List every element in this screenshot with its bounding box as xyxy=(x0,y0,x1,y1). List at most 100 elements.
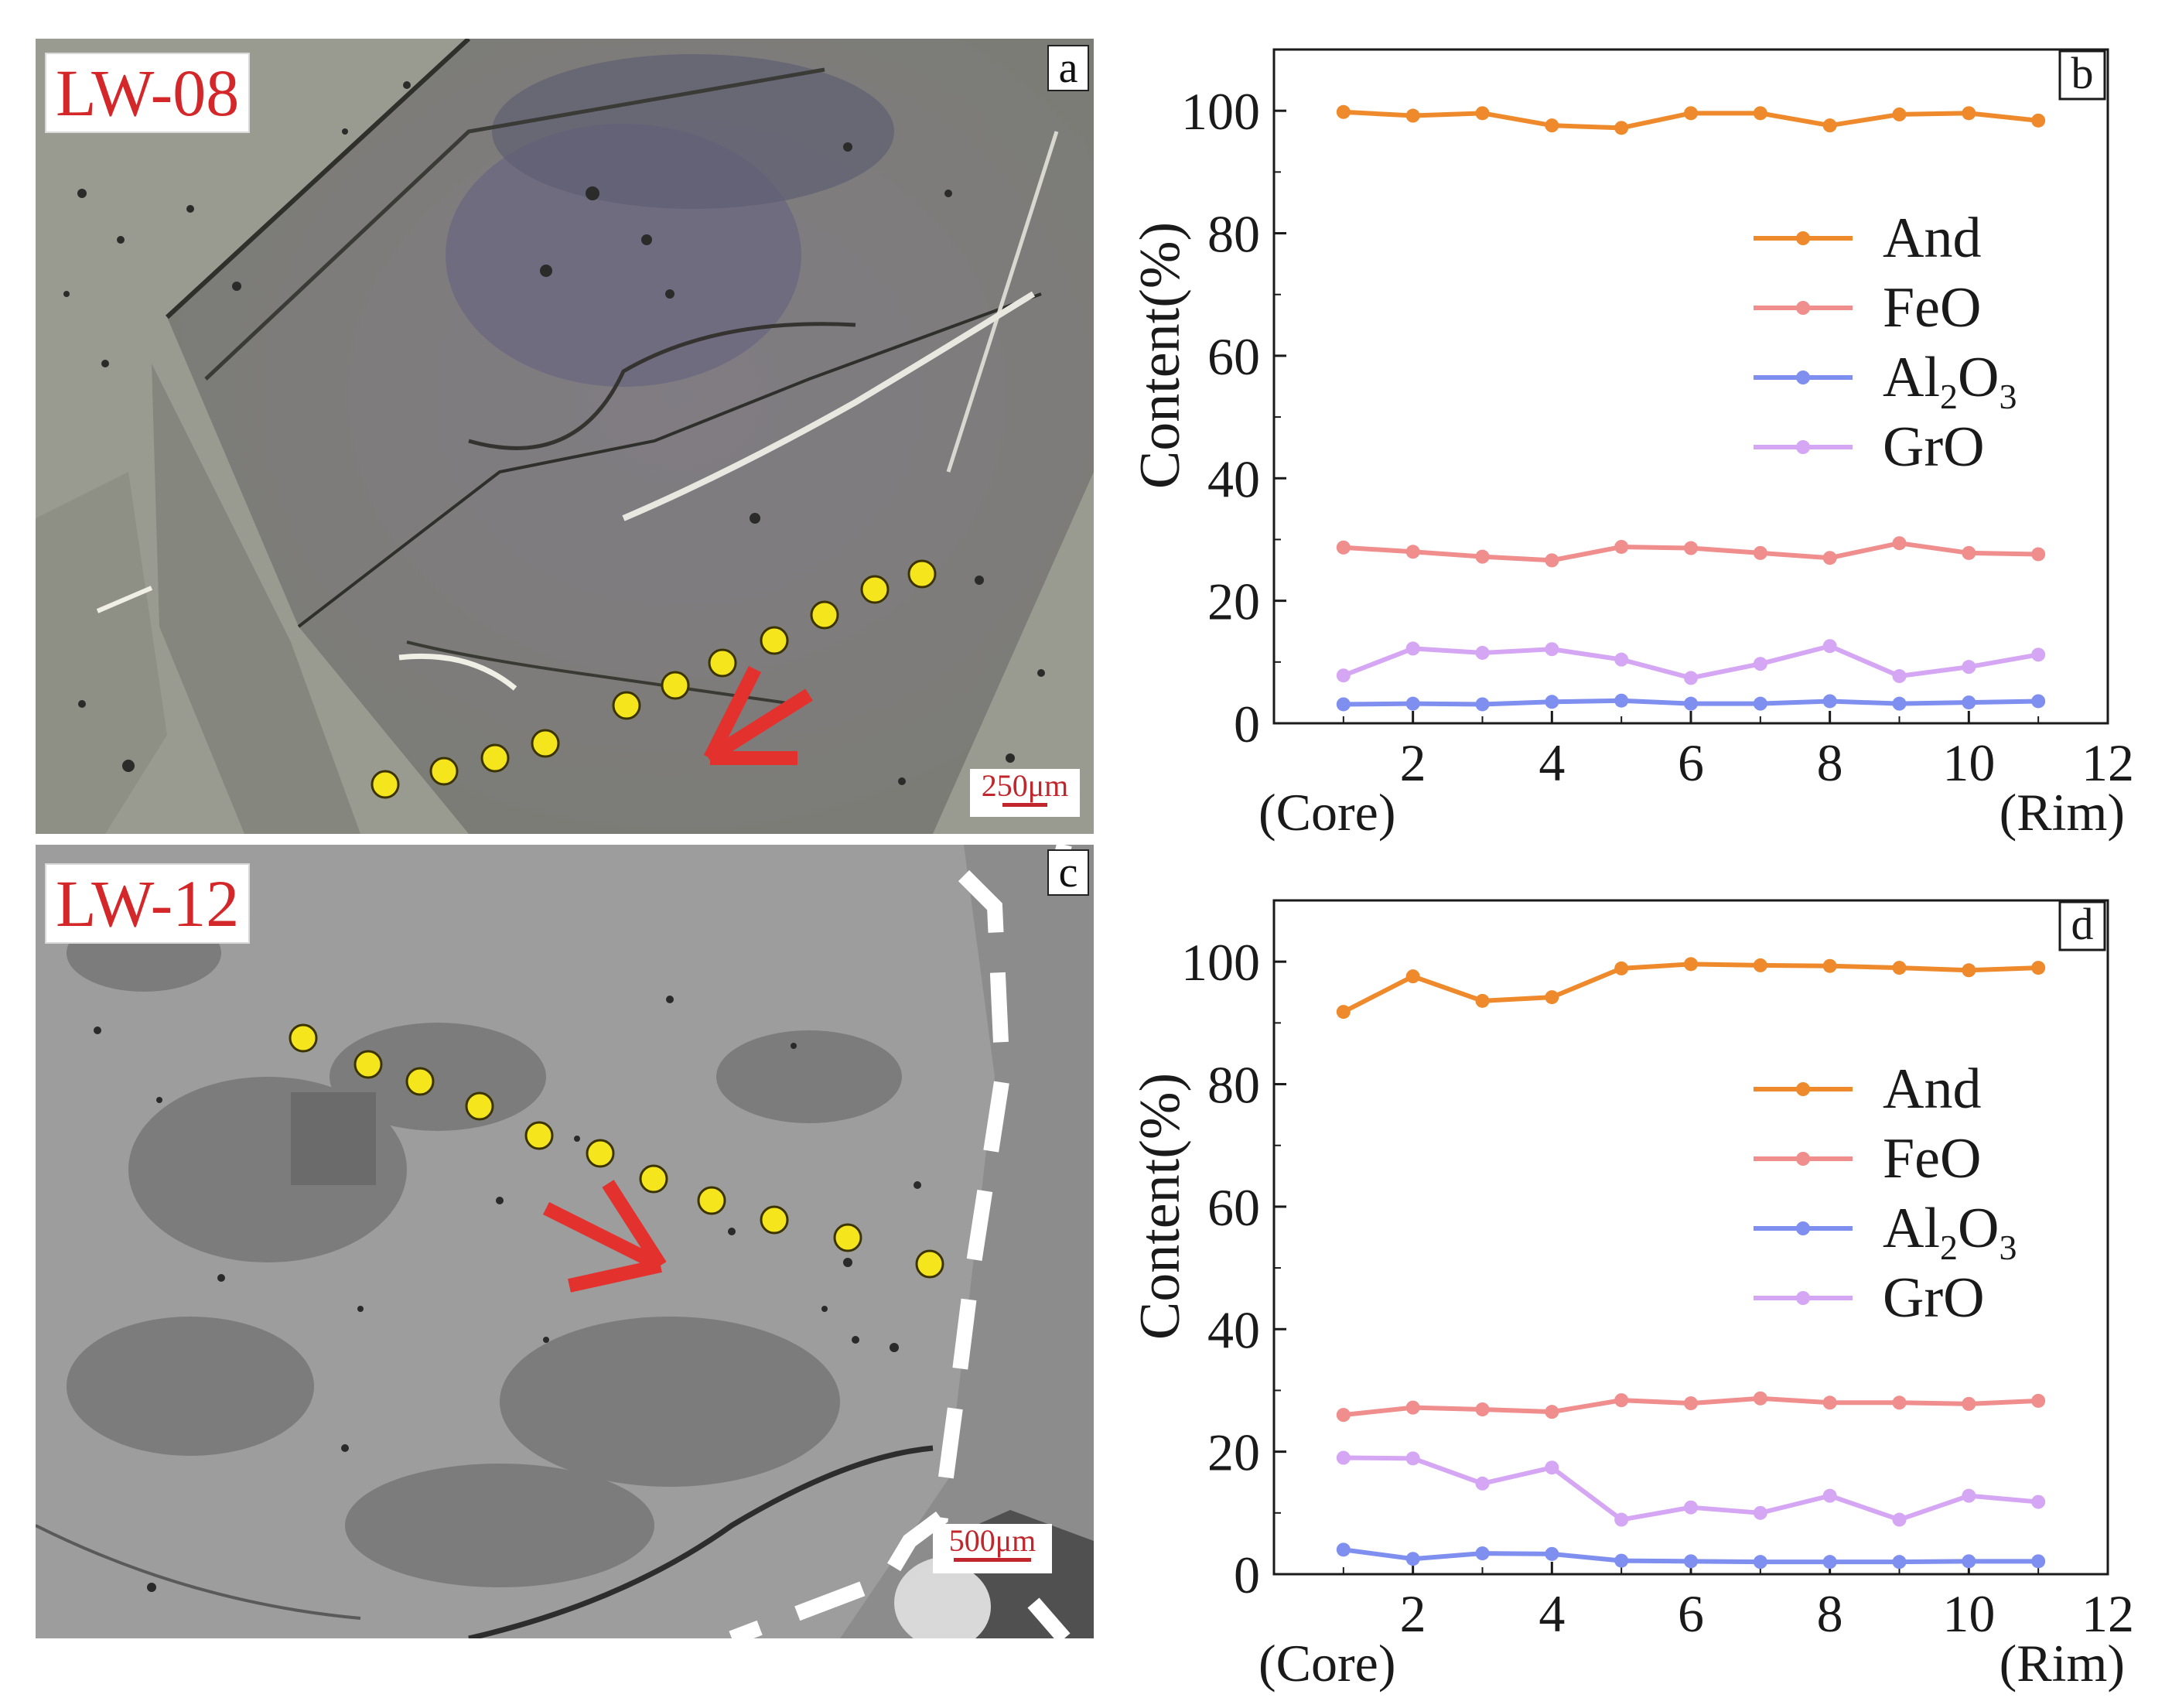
data-point-FeO xyxy=(1684,1396,1698,1411)
data-point-GrO xyxy=(1962,1488,1976,1503)
data-point-GrO xyxy=(1475,645,1490,660)
data-point-Al2O3 xyxy=(2031,694,2046,709)
data-point-GrO xyxy=(1545,1460,1559,1475)
x-tick-label: 4 xyxy=(1538,733,1565,792)
panel-letter-c: c xyxy=(1047,849,1089,896)
x-core-label: (Core) xyxy=(1258,1634,1395,1693)
x-core-label: (Core) xyxy=(1258,783,1395,842)
data-point-FeO xyxy=(1475,1402,1490,1417)
data-point-FeO xyxy=(1475,549,1490,564)
data-point-GrO xyxy=(1892,1512,1907,1527)
data-point-GrO xyxy=(1475,1476,1490,1491)
y-tick-label: 100 xyxy=(1181,933,1260,992)
scale-bar-250: 250μm xyxy=(970,769,1080,817)
y-tick-label: 60 xyxy=(1207,1178,1260,1237)
chart-d-svg: 0 20 40 60 80 100 2 4 6 8 10 12 (Core) (Rim) Content(%… xyxy=(1129,899,2134,1693)
data-point-And xyxy=(1405,969,1420,984)
y-tick-label: 20 xyxy=(1207,1423,1260,1482)
data-point-And xyxy=(1892,107,1907,121)
data-point-Al2O3 xyxy=(1614,1553,1629,1568)
scale-bar-line xyxy=(954,1558,1031,1562)
data-point-And xyxy=(1336,104,1351,119)
data-point-GrO xyxy=(1962,660,1976,675)
legend-label-Al2O3: Al2O3 xyxy=(1883,1197,2017,1267)
data-point-FeO xyxy=(1753,1391,1767,1406)
data-point-And xyxy=(1614,121,1629,135)
data-point-FeO xyxy=(1822,1395,1837,1410)
data-point-Al2O3 xyxy=(1684,696,1698,711)
data-point-FeO xyxy=(1336,540,1351,555)
data-point-And xyxy=(1962,106,1976,121)
data-point-Al2O3 xyxy=(1962,1554,1976,1569)
y-axis-label: Content(%) xyxy=(1129,1073,1192,1340)
y-tick-label: 60 xyxy=(1207,327,1260,386)
data-point-FeO xyxy=(2031,1393,2046,1408)
y-tick-label: 40 xyxy=(1207,1300,1260,1359)
data-point-FeO xyxy=(1545,553,1559,568)
series-line-And xyxy=(1342,962,2039,1014)
chart-panel-d: 0 20 40 60 80 100 2 4 6 8 10 12 (Core) (Rim) Content(%… xyxy=(1114,882,2172,1702)
chart-panel-letter: d xyxy=(2071,899,2094,949)
data-point-GrO xyxy=(1684,671,1698,685)
x-tick-label: 6 xyxy=(1678,733,1704,792)
data-point-And xyxy=(1545,118,1559,133)
scale-bar-label: 500μm xyxy=(948,1523,1036,1558)
y-tick-label: 80 xyxy=(1207,205,1260,264)
data-point-And xyxy=(1892,961,1907,975)
legend-marker-And xyxy=(1796,1082,1810,1096)
data-point-Al2O3 xyxy=(1684,1554,1698,1569)
y-tick-label: 100 xyxy=(1181,82,1260,141)
data-point-Al2O3 xyxy=(1962,695,1976,710)
data-point-GrO xyxy=(1614,652,1629,667)
data-point-And xyxy=(1614,961,1629,975)
data-point-GrO xyxy=(2031,647,2046,662)
legend-marker-GrO xyxy=(1796,440,1810,454)
legend-marker-And xyxy=(1796,231,1810,245)
data-point-FeO xyxy=(1892,1395,1907,1410)
chart-b-svg: 0 20 40 60 80 100 2 4 6 8 10 12 (Core) (Rim) Content(%… xyxy=(1129,48,2134,842)
legend-marker-Al2O3 xyxy=(1796,371,1810,384)
data-point-FeO xyxy=(1753,545,1767,560)
data-point-Al2O3 xyxy=(1475,697,1490,712)
data-point-Al2O3 xyxy=(1545,695,1559,709)
data-point-FeO xyxy=(1822,551,1837,565)
data-point-Al2O3 xyxy=(1822,694,1837,709)
data-point-GrO xyxy=(1336,1450,1351,1465)
data-point-Al2O3 xyxy=(2031,1554,2046,1569)
data-point-GrO xyxy=(1892,669,1907,684)
data-point-And xyxy=(1684,106,1698,121)
photo-panel-c: LW-12 c 500μm xyxy=(36,845,1094,1638)
x-tick-label: 12 xyxy=(2082,1584,2134,1643)
data-point-FeO xyxy=(1545,1405,1559,1419)
x-rim-label: (Rim) xyxy=(2000,783,2125,842)
y-tick-label: 40 xyxy=(1207,449,1260,508)
data-point-Al2O3 xyxy=(1336,697,1351,712)
legend-label-And: And xyxy=(1883,1057,1981,1121)
legend-label-FeO: FeO xyxy=(1883,1127,1981,1190)
data-point-And xyxy=(1684,957,1698,972)
data-point-Al2O3 xyxy=(1614,693,1629,708)
x-rim-label: (Rim) xyxy=(2000,1634,2125,1693)
data-point-Al2O3 xyxy=(1475,1546,1490,1561)
legend-label-GrO: GrO xyxy=(1883,1266,1985,1330)
data-point-GrO xyxy=(1753,657,1767,671)
data-point-And xyxy=(1475,993,1490,1008)
data-point-FeO xyxy=(1614,1393,1629,1408)
data-point-FeO xyxy=(1962,545,1976,560)
micrograph-lw08 xyxy=(36,39,1094,834)
x-tick-label: 6 xyxy=(1678,1584,1704,1643)
data-point-GrO xyxy=(1753,1505,1767,1520)
data-point-FeO xyxy=(1405,545,1420,559)
chart-letter-box xyxy=(2058,900,2106,951)
data-point-GrO xyxy=(1822,639,1837,654)
chart-panel-letter: b xyxy=(2071,48,2094,98)
data-point-Al2O3 xyxy=(1753,1555,1767,1570)
data-point-FeO xyxy=(1962,1396,1976,1411)
data-point-And xyxy=(1475,106,1490,121)
legend-label-And: And xyxy=(1883,207,1981,270)
x-tick-label: 10 xyxy=(1942,1584,1995,1643)
data-point-Al2O3 xyxy=(1336,1542,1351,1557)
data-point-Al2O3 xyxy=(1405,1552,1420,1566)
x-tick-label: 2 xyxy=(1400,1584,1426,1643)
sample-label-lw08: LW-08 xyxy=(45,53,251,133)
